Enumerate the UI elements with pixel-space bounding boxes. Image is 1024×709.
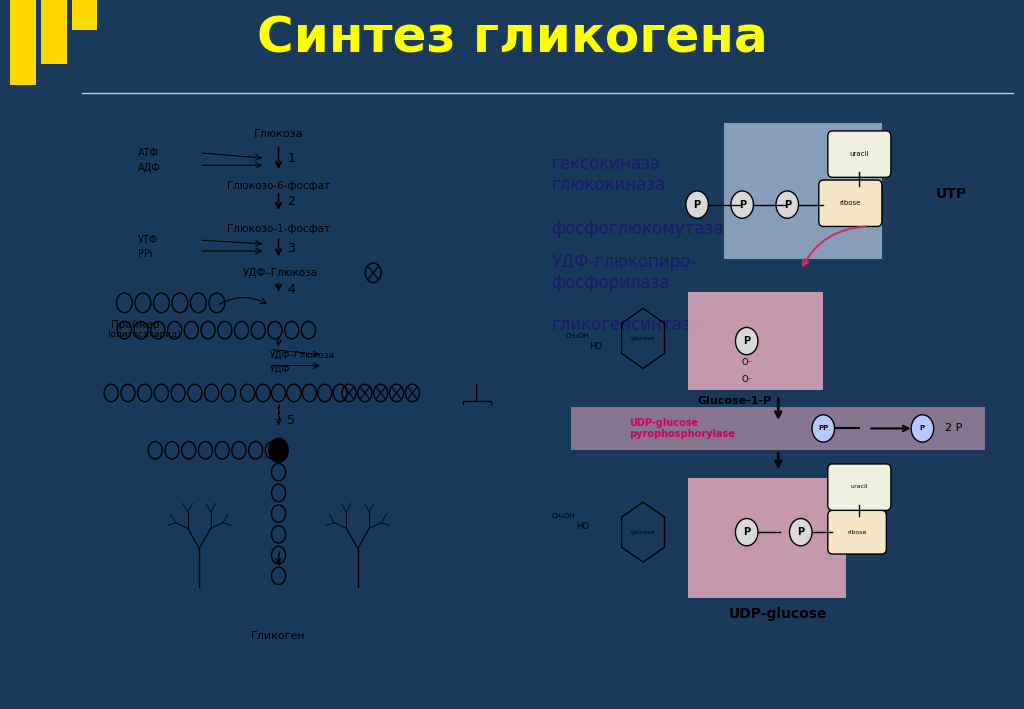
- FancyBboxPatch shape: [827, 464, 891, 510]
- Text: Глюкозо-6-фосфат: Глюкозо-6-фосфат: [227, 181, 330, 191]
- Text: УДФ: УДФ: [269, 365, 290, 374]
- Text: UDP-glucose: UDP-glucose: [729, 607, 827, 621]
- Text: CH₂OH: CH₂OH: [552, 513, 575, 519]
- Text: УДФ–Глюкоза: УДФ–Глюкоза: [244, 268, 318, 278]
- Text: гликогенсинтаза: гликогенсинтаза: [552, 316, 701, 334]
- Text: гексокиназа
глюкокиназа: гексокиназа глюкокиназа: [552, 155, 666, 194]
- Text: P: P: [743, 336, 751, 346]
- Text: 3: 3: [288, 242, 295, 255]
- Text: P: P: [798, 527, 804, 537]
- Text: CH₂OH: CH₂OH: [565, 333, 589, 339]
- Text: P: P: [783, 200, 791, 210]
- Text: УТФ: УТФ: [137, 235, 158, 245]
- FancyBboxPatch shape: [724, 123, 882, 259]
- Circle shape: [790, 518, 812, 546]
- Text: 2: 2: [288, 196, 295, 208]
- Text: АТФ: АТФ: [137, 147, 159, 158]
- Text: glucose: glucose: [631, 530, 655, 535]
- Text: АДФ: АДФ: [137, 162, 161, 172]
- Circle shape: [776, 191, 799, 218]
- FancyBboxPatch shape: [10, 0, 36, 30]
- Text: ribose: ribose: [840, 200, 861, 206]
- FancyBboxPatch shape: [10, 26, 36, 64]
- Text: HO: HO: [577, 523, 589, 531]
- Text: ribose: ribose: [848, 530, 866, 535]
- Text: UDP-glucose
pyrophosphorylase: UDP-glucose pyrophosphorylase: [630, 418, 735, 440]
- Text: Glucose-1-P: Glucose-1-P: [697, 396, 771, 406]
- Text: HO: HO: [590, 342, 602, 351]
- Text: Синтез гликогена: Синтез гликогена: [257, 14, 767, 62]
- Text: O⁻: O⁻: [741, 359, 753, 367]
- Text: Праймер: Праймер: [112, 320, 160, 330]
- Text: УДФ–Глюкоза: УДФ–Глюкоза: [269, 350, 335, 359]
- Text: P: P: [743, 527, 751, 537]
- Text: uracil: uracil: [850, 151, 869, 157]
- Text: 1: 1: [288, 152, 295, 164]
- Text: glucose: glucose: [631, 336, 655, 341]
- Text: Глюкозо-1-фосфат: Глюкозо-1-фосфат: [227, 224, 330, 234]
- Circle shape: [731, 191, 754, 218]
- Text: 4: 4: [288, 283, 295, 296]
- Text: P: P: [693, 200, 700, 210]
- Circle shape: [686, 191, 709, 218]
- Circle shape: [269, 438, 288, 462]
- FancyBboxPatch shape: [688, 478, 846, 598]
- Circle shape: [735, 328, 758, 354]
- Text: Гликоген: Гликоген: [251, 631, 306, 641]
- Circle shape: [812, 415, 835, 442]
- Circle shape: [911, 415, 934, 442]
- Text: uracil: uracil: [851, 484, 868, 489]
- FancyBboxPatch shape: [72, 0, 97, 30]
- Text: P: P: [738, 200, 745, 210]
- Text: 5: 5: [288, 414, 295, 427]
- Text: Глюкоза: Глюкоза: [254, 128, 303, 139]
- FancyBboxPatch shape: [571, 406, 985, 450]
- Text: PPi: PPi: [137, 249, 153, 259]
- FancyBboxPatch shape: [41, 26, 67, 64]
- Text: 2 P: 2 P: [945, 423, 963, 433]
- FancyBboxPatch shape: [688, 292, 823, 390]
- FancyBboxPatch shape: [827, 131, 891, 177]
- Text: (олигосахарид): (олигосахарид): [106, 330, 180, 338]
- Text: P: P: [920, 425, 925, 432]
- FancyBboxPatch shape: [827, 510, 887, 554]
- Text: O⁻: O⁻: [741, 375, 753, 384]
- Text: фосфоглюкомутаза: фосфоглюкомутаза: [552, 220, 724, 238]
- Text: UTP: UTP: [936, 186, 967, 201]
- Text: УДФ-глюкопиро-
фосфорилаза: УДФ-глюкопиро- фосфорилаза: [552, 253, 696, 292]
- Circle shape: [735, 518, 758, 546]
- Text: PP: PP: [818, 425, 828, 432]
- FancyBboxPatch shape: [41, 0, 67, 30]
- FancyBboxPatch shape: [819, 180, 882, 226]
- FancyBboxPatch shape: [10, 60, 36, 98]
